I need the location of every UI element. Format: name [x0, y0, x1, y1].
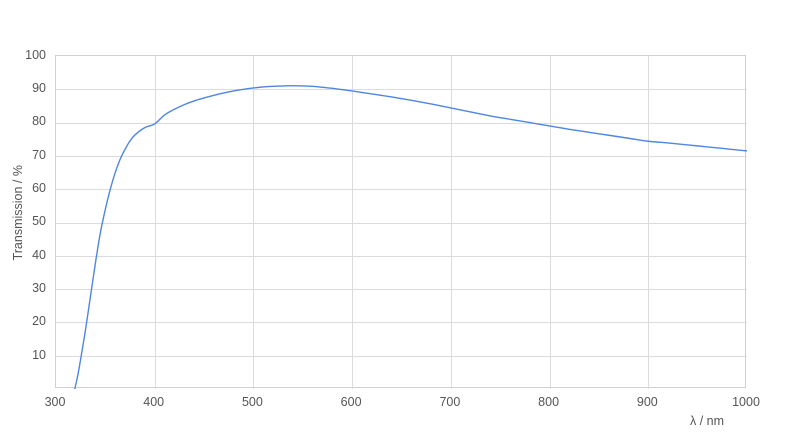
y-tick-label-60: 60 — [32, 181, 46, 195]
x-tick-label-400: 400 — [143, 395, 165, 409]
y-tick-label-20: 20 — [32, 314, 46, 328]
y-tick-label-90: 90 — [32, 81, 46, 95]
x-tick-label-900: 900 — [636, 395, 658, 409]
x-tick-label-1000: 1000 — [732, 395, 760, 409]
data-series-layer — [74, 84, 747, 389]
x-tick-label-700: 700 — [439, 395, 461, 409]
x-axis-title: λ / nm — [690, 414, 725, 428]
x-tick-label-300: 300 — [44, 395, 66, 409]
y-tick-label-10: 10 — [32, 348, 46, 362]
y-tick-label-80: 80 — [32, 114, 46, 128]
y-tick-label-100: 100 — [25, 48, 46, 62]
y-tick-label-30: 30 — [32, 281, 46, 295]
x-tick-label-500: 500 — [241, 395, 263, 409]
series-line-transmission — [74, 84, 747, 389]
x-tick-label-600: 600 — [340, 395, 362, 409]
plot-area — [55, 55, 747, 389]
y-axis-title: Transmission / % — [11, 165, 25, 261]
x-tick-label-800: 800 — [538, 395, 560, 409]
y-tick-label-50: 50 — [32, 214, 46, 228]
y-tick-label-40: 40 — [32, 248, 46, 262]
y-tick-label-70: 70 — [32, 148, 46, 162]
gridlines — [56, 56, 747, 389]
